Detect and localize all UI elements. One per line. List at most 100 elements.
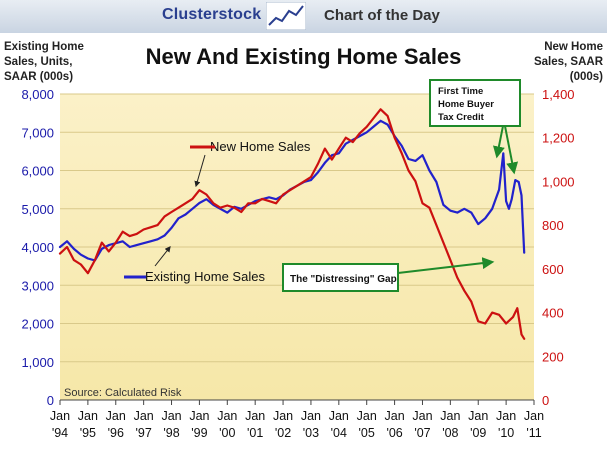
series-0-point-4 — [87, 257, 89, 260]
brand-logo-text: Clusterstock — [162, 6, 262, 23]
series-1-point-45 — [372, 117, 375, 119]
series-1-point-5 — [94, 259, 96, 261]
series-1-point-28 — [254, 202, 256, 205]
series-0-point-56 — [449, 209, 452, 212]
series-0-point-28 — [254, 200, 256, 202]
series-1-point-23 — [219, 206, 222, 209]
chart-of-the-day-label: Chart of the Day — [324, 7, 440, 24]
tax-credit-line-2: Home Buyer — [438, 99, 494, 110]
series-0-point-53 — [428, 169, 431, 172]
left-tick-label-8: 8,000 — [21, 87, 54, 102]
series-1-point-66 — [516, 307, 519, 310]
series-1-point-40 — [338, 147, 340, 150]
series-1-point-61 — [484, 322, 487, 325]
gap-box-text: The "Distressing" Gap — [290, 274, 397, 285]
series-0-point-44 — [365, 131, 368, 134]
series-1-point-14 — [156, 224, 159, 226]
series-0-point-26 — [240, 207, 243, 210]
series-0-point-2 — [73, 248, 75, 250]
x-tick-label-top-13: Jan — [412, 409, 432, 423]
series-1-point-20 — [198, 189, 201, 191]
series-0-point-15 — [163, 234, 166, 237]
series-0-point-71 — [523, 251, 526, 254]
right-axis-title-line-2: Sales, SAAR — [533, 56, 603, 68]
series-0-point-70 — [520, 194, 523, 197]
x-tick-label-bottom-15: '09 — [470, 426, 486, 440]
series-1-point-8 — [114, 241, 117, 244]
series-1-point-39 — [331, 158, 333, 161]
x-tick-label-top-16: Jan — [496, 409, 516, 423]
source-label: Source: Calculated Risk — [64, 387, 182, 399]
right-axis-title-line-3: (000s) — [569, 71, 603, 83]
tax-credit-arrow-1 — [492, 125, 505, 159]
x-tick-label-top-6: Jan — [217, 409, 237, 423]
series-1-point-35 — [303, 180, 305, 183]
x-tick-label-bottom-12: '06 — [386, 426, 402, 440]
left-tick-label-2: 2,000 — [21, 317, 54, 332]
x-tick-label-bottom-2: '96 — [108, 426, 124, 440]
tax-credit-box — [429, 79, 521, 127]
x-tick-label-top-5: Jan — [189, 409, 209, 423]
left-tick-label-1: 1,000 — [21, 355, 54, 370]
series-1-point-52 — [421, 202, 424, 205]
series-0-point-57 — [456, 211, 459, 214]
series-1-point-11 — [135, 233, 138, 235]
series-0-point-37 — [317, 171, 319, 174]
left-tick-label-5: 5,000 — [21, 202, 54, 217]
series-1-point-13 — [149, 226, 152, 229]
series-1-point-65 — [512, 316, 514, 318]
gap-box — [282, 263, 399, 292]
series-0-point-20 — [198, 202, 201, 204]
series-1-point-9 — [121, 230, 124, 233]
series-0-point-14 — [156, 238, 159, 241]
brand-chart-icon — [266, 2, 306, 30]
x-tick-label-top-0: Jan — [50, 409, 70, 423]
series-1-point-30 — [268, 200, 270, 202]
series-1-point-16 — [170, 211, 173, 213]
series-1-point-10 — [128, 235, 131, 237]
series-1-point-56 — [449, 259, 452, 261]
new-label-leader — [194, 154, 206, 188]
series-1-point-32 — [282, 193, 284, 196]
series-0-point-63 — [498, 188, 500, 191]
series-0-point-51 — [414, 160, 417, 162]
x-tick-label-bottom-9: '03 — [303, 426, 319, 440]
series-1-point-15 — [163, 215, 166, 218]
series-1-point-21 — [205, 193, 208, 196]
series-1-point-18 — [184, 202, 187, 205]
series-1-point-29 — [261, 198, 263, 200]
x-tick-label-bottom-7: '01 — [247, 426, 263, 440]
left-axis-title-line-1: Existing Home — [4, 41, 84, 53]
left-axis-title-line-3: SAAR (000s) — [4, 71, 74, 83]
x-tick-label-bottom-4: '98 — [163, 426, 179, 440]
series-0-point-18 — [184, 213, 187, 216]
right-tick-label-3: 600 — [542, 262, 564, 277]
series-1-point-43 — [358, 132, 361, 135]
series-0-point-16 — [170, 227, 173, 229]
annotations: New Home Sales Existing Home Sales First… — [64, 79, 521, 399]
series-1-point-0 — [59, 252, 61, 255]
series-0-point-58 — [463, 207, 466, 210]
right-axis-title-line-1: New Home — [544, 41, 603, 53]
series-0-point-24 — [226, 211, 229, 214]
series-layer — [58, 108, 526, 340]
series-1-point-64 — [505, 322, 507, 325]
right-tick-label-0: 0 — [542, 393, 549, 408]
series-1-point-37 — [317, 163, 319, 165]
series-0-point-61 — [484, 217, 487, 220]
series-0-point-45 — [372, 125, 375, 128]
series-1-point-31 — [275, 202, 277, 205]
series-1-point-26 — [240, 211, 243, 213]
series-0-point-6 — [101, 248, 103, 250]
series-0-point-41 — [344, 142, 347, 145]
series-1-point-34 — [296, 185, 298, 187]
x-tick-label-top-8: Jan — [273, 409, 293, 423]
series-1-point-6 — [101, 241, 103, 244]
left-tick-label-4: 4,000 — [21, 240, 54, 255]
series-1-point-27 — [247, 202, 250, 205]
series-1-point-19 — [191, 198, 194, 200]
series-1-point-55 — [442, 241, 445, 244]
series-1-point-62 — [491, 311, 493, 314]
existing-label-leader — [154, 246, 171, 267]
